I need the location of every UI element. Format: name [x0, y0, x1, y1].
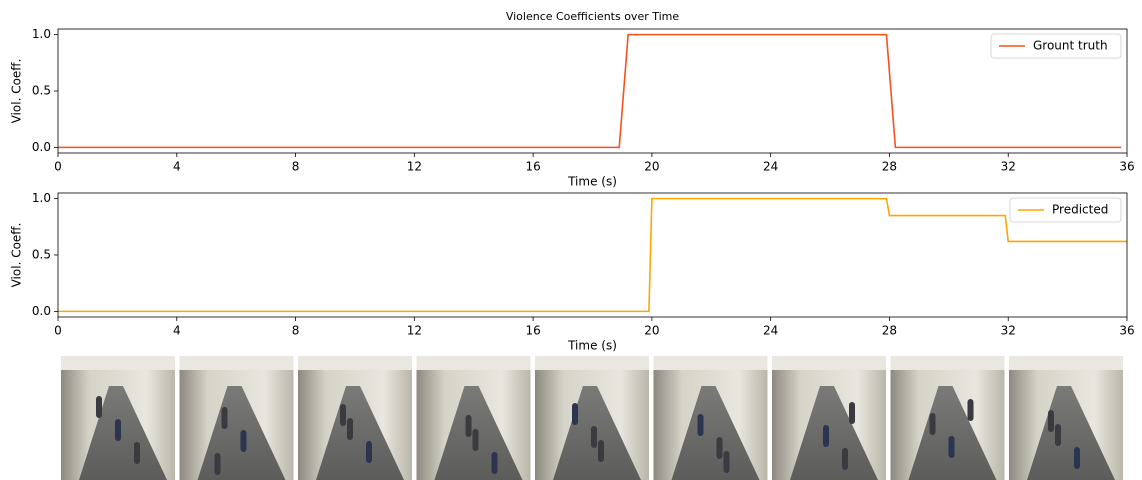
x-tick-label: 8	[292, 160, 300, 174]
x-axis-label: Time (s)	[567, 339, 617, 353]
data-line	[58, 199, 1127, 312]
frame-ceiling	[772, 356, 886, 370]
x-tick-label: 24	[763, 324, 778, 338]
frame-figure	[698, 414, 704, 436]
axes-frame	[58, 193, 1127, 317]
chart-title: Violence Coefficients over Time	[506, 10, 680, 23]
x-tick-label: 20	[644, 324, 659, 338]
frame-ceiling	[1009, 356, 1123, 370]
frame-figure	[598, 440, 604, 462]
frame-ceiling	[891, 356, 1005, 370]
frame-figure	[572, 403, 578, 425]
frame-figure	[1055, 424, 1061, 446]
frame-figure	[1048, 410, 1054, 432]
frame-figure	[842, 448, 848, 470]
x-tick-label: 28	[882, 324, 897, 338]
x-tick-label: 16	[525, 324, 540, 338]
x-tick-label: 24	[763, 160, 778, 174]
y-tick-label: 0.5	[32, 84, 51, 98]
x-axis-label: Time (s)	[567, 175, 617, 189]
frame-figure	[930, 413, 936, 435]
y-axis-label: Viol. Coeff.	[10, 223, 24, 288]
frame-ceiling	[61, 356, 175, 370]
data-line	[58, 35, 1121, 148]
frame-figure	[473, 429, 479, 451]
y-tick-label: 0.0	[32, 304, 51, 318]
video-frames	[61, 356, 1123, 480]
x-tick-label: 20	[644, 160, 659, 174]
frame-figure	[968, 399, 974, 421]
legend-label: Grount truth	[1033, 39, 1108, 53]
frame-figure	[724, 451, 730, 473]
frame-ceiling	[654, 356, 768, 370]
frame-ceiling	[535, 356, 649, 370]
frame-figure	[1074, 447, 1080, 469]
x-tick-label: 16	[525, 160, 540, 174]
x-tick-label: 4	[173, 324, 181, 338]
frame-figure	[134, 442, 140, 464]
axes-frame	[58, 29, 1127, 153]
frame-ceiling	[180, 356, 294, 370]
x-tick-label: 32	[1001, 160, 1016, 174]
x-tick-label: 36	[1119, 324, 1134, 338]
y-tick-label: 0.5	[32, 248, 51, 262]
frame-figure	[340, 404, 346, 426]
x-tick-label: 36	[1119, 160, 1134, 174]
frame-figure	[492, 452, 498, 474]
x-tick-label: 32	[1001, 324, 1016, 338]
figure: Violence Coefficients over Time 0 4 8 12 16 20…	[0, 0, 1142, 480]
frame-figure	[115, 419, 121, 441]
frame-figure	[222, 407, 228, 429]
frame-figure	[591, 426, 597, 448]
frame-figure	[215, 453, 221, 475]
frame-figure	[717, 437, 723, 459]
legend-label: Predicted	[1052, 203, 1108, 217]
y-tick-label: 1.0	[32, 191, 51, 205]
frame-figure	[823, 425, 829, 447]
x-tick-label: 8	[292, 324, 300, 338]
x-tick-label: 0	[54, 324, 62, 338]
y-tick-label: 1.0	[32, 27, 51, 41]
frame-figure	[241, 430, 247, 452]
y-axis-label: Viol. Coeff.	[10, 59, 24, 124]
x-tick-label: 12	[407, 160, 422, 174]
frame-figure	[466, 415, 472, 437]
frame-figure	[849, 402, 855, 424]
frame-figure	[949, 436, 955, 458]
frame-figure	[347, 418, 353, 440]
y-tick-label: 0.0	[32, 140, 51, 154]
frame-figure	[96, 396, 102, 418]
x-tick-label: 12	[407, 324, 422, 338]
x-tick-label: 28	[882, 160, 897, 174]
frame-ceiling	[298, 356, 412, 370]
frame-figure	[366, 441, 372, 463]
x-tick-label: 4	[173, 160, 181, 174]
x-tick-label: 0	[54, 160, 62, 174]
frame-ceiling	[417, 356, 531, 370]
